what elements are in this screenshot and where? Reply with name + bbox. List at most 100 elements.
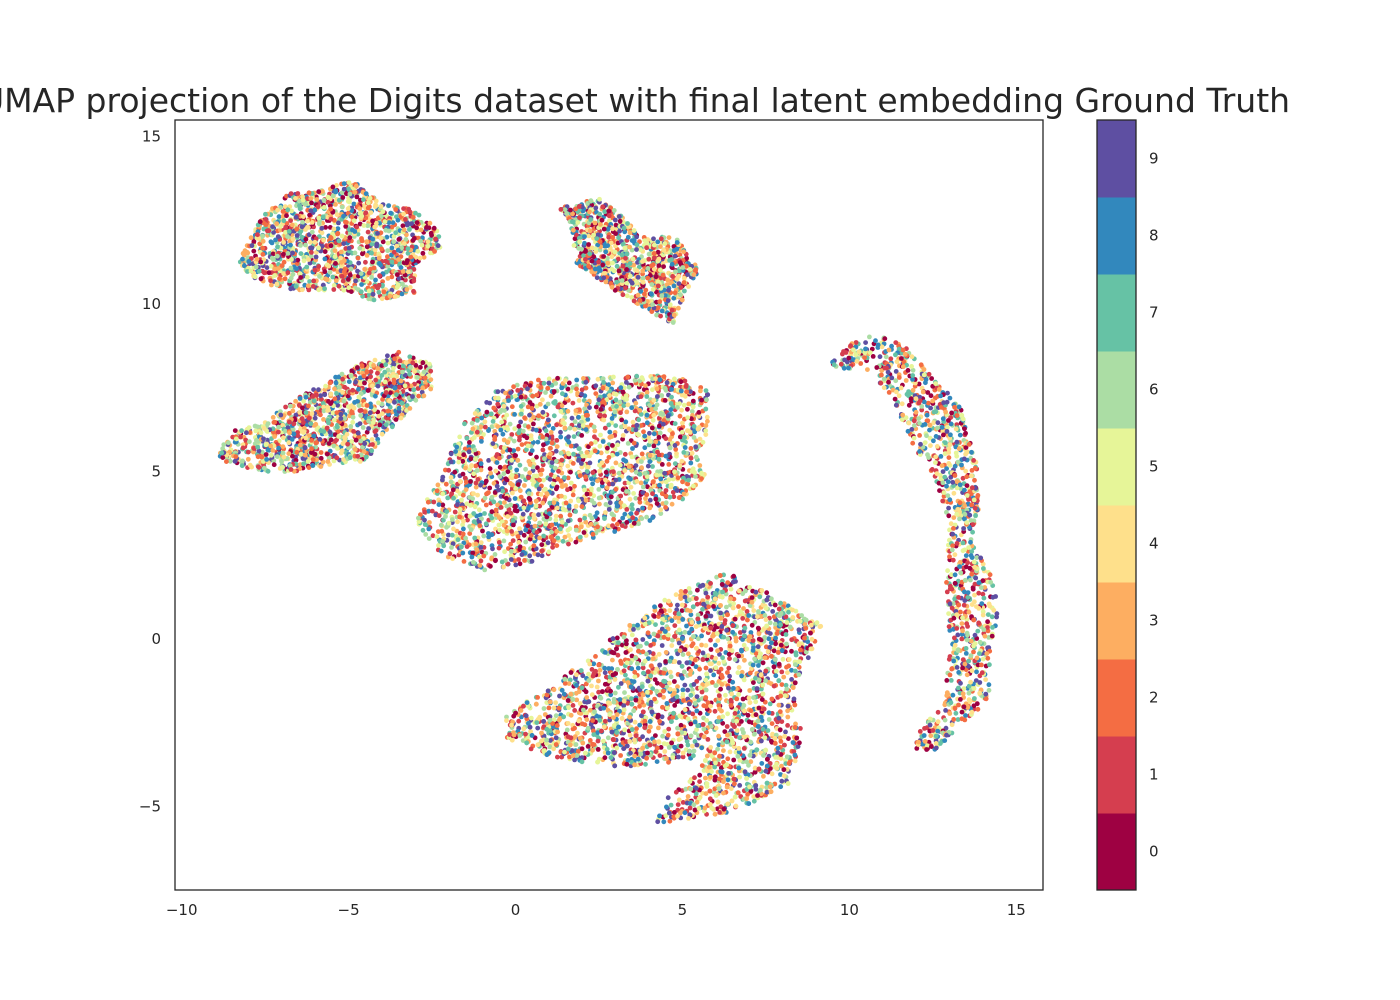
scatter-point bbox=[370, 388, 376, 394]
scatter-point bbox=[266, 228, 272, 234]
scatter-point bbox=[358, 271, 364, 276]
scatter-point bbox=[282, 276, 288, 282]
scatter-point bbox=[628, 484, 634, 490]
scatter-point bbox=[348, 289, 354, 294]
scatter-point bbox=[263, 222, 269, 228]
scatter-point bbox=[352, 189, 358, 195]
scatter-point bbox=[474, 547, 480, 552]
scatter-point bbox=[637, 496, 642, 502]
scatter-point bbox=[316, 387, 321, 393]
scatter-point bbox=[494, 460, 500, 465]
scatter-point bbox=[667, 302, 673, 308]
scatter-point bbox=[400, 269, 406, 274]
scatter-point bbox=[493, 468, 499, 474]
scatter-point bbox=[366, 426, 371, 431]
scatter-point bbox=[350, 419, 356, 425]
scatter-point bbox=[422, 522, 428, 527]
scatter-point bbox=[521, 532, 527, 538]
scatter-point bbox=[272, 273, 277, 278]
scatter-point bbox=[587, 228, 593, 234]
scatter-point bbox=[488, 563, 493, 569]
scatter-point bbox=[345, 441, 350, 447]
scatter-point bbox=[651, 251, 657, 256]
scatter-point bbox=[461, 559, 467, 564]
scatter-point bbox=[339, 274, 345, 279]
scatter-point bbox=[509, 432, 515, 437]
scatter-point bbox=[392, 399, 397, 405]
scatter-point bbox=[401, 227, 407, 233]
scatter-point bbox=[328, 216, 334, 222]
scatter-point bbox=[570, 219, 575, 225]
scatter-point bbox=[593, 246, 598, 252]
scatter-point bbox=[629, 502, 635, 508]
scatter-point bbox=[482, 567, 488, 573]
scatter-point bbox=[260, 233, 265, 239]
scatter-point bbox=[624, 409, 630, 415]
scatter-point bbox=[361, 223, 367, 228]
scatter-point bbox=[431, 225, 437, 231]
scatter-point bbox=[523, 527, 529, 533]
scatter-point bbox=[688, 460, 694, 466]
scatter-point bbox=[393, 207, 399, 212]
scatter-point bbox=[240, 458, 245, 464]
scatter-point bbox=[377, 273, 382, 279]
scatter-point bbox=[411, 278, 417, 284]
scatter-point bbox=[315, 204, 321, 210]
scatter-point bbox=[269, 282, 274, 288]
scatter-point bbox=[639, 465, 644, 471]
scatter-point bbox=[471, 560, 476, 565]
scatter-point bbox=[265, 468, 271, 474]
scatter-point bbox=[655, 249, 661, 255]
scatter-point bbox=[411, 236, 417, 241]
scatter-point bbox=[627, 273, 633, 279]
scatter-point bbox=[310, 463, 316, 468]
scatter-point bbox=[623, 285, 628, 291]
scatter-point bbox=[331, 417, 337, 423]
scatter-point bbox=[340, 278, 346, 284]
scatter-point bbox=[620, 263, 626, 269]
scatter-point bbox=[375, 231, 380, 236]
scatter-point bbox=[287, 419, 292, 425]
scatter-point bbox=[344, 431, 350, 437]
scatter-point bbox=[277, 276, 282, 281]
scatter-point bbox=[680, 479, 685, 485]
scatter-point bbox=[358, 413, 364, 418]
scatter-point bbox=[697, 463, 703, 468]
scatter-point bbox=[643, 383, 648, 388]
scatter-point bbox=[356, 403, 362, 408]
scatter-point bbox=[662, 241, 668, 247]
scatter-point bbox=[372, 357, 378, 363]
scatter-point bbox=[308, 196, 314, 202]
scatter-point bbox=[597, 239, 603, 244]
scatter-point bbox=[616, 235, 621, 241]
scatter-point bbox=[357, 421, 363, 426]
scatter-point bbox=[238, 434, 243, 440]
scatter-point bbox=[576, 398, 582, 403]
scatter-point bbox=[640, 279, 646, 285]
scatter-point bbox=[607, 500, 613, 506]
scatter-point bbox=[379, 213, 384, 219]
scatter-point bbox=[497, 527, 503, 533]
scatter-point bbox=[328, 243, 334, 249]
scatter-point bbox=[370, 236, 376, 242]
scatter-point bbox=[391, 234, 397, 239]
scatter-point bbox=[597, 211, 603, 217]
scatter-point bbox=[328, 391, 334, 397]
scatter-point bbox=[370, 259, 375, 265]
scatter-point bbox=[369, 275, 374, 280]
scatter-point bbox=[311, 278, 317, 284]
scatter-point bbox=[651, 236, 656, 242]
scatter-point bbox=[665, 298, 671, 303]
scatter-point bbox=[601, 254, 606, 259]
scatter-point bbox=[686, 477, 691, 483]
scatter-point bbox=[306, 190, 312, 196]
scatter-point bbox=[670, 320, 676, 325]
scatter-point bbox=[370, 218, 375, 224]
scatter-point bbox=[518, 494, 524, 500]
scatter-point bbox=[558, 434, 564, 440]
scatter-point bbox=[356, 386, 361, 392]
scatter-point bbox=[381, 289, 387, 295]
scatter-point bbox=[650, 302, 655, 307]
scatter-point bbox=[328, 401, 333, 406]
scatter-point bbox=[395, 217, 401, 223]
